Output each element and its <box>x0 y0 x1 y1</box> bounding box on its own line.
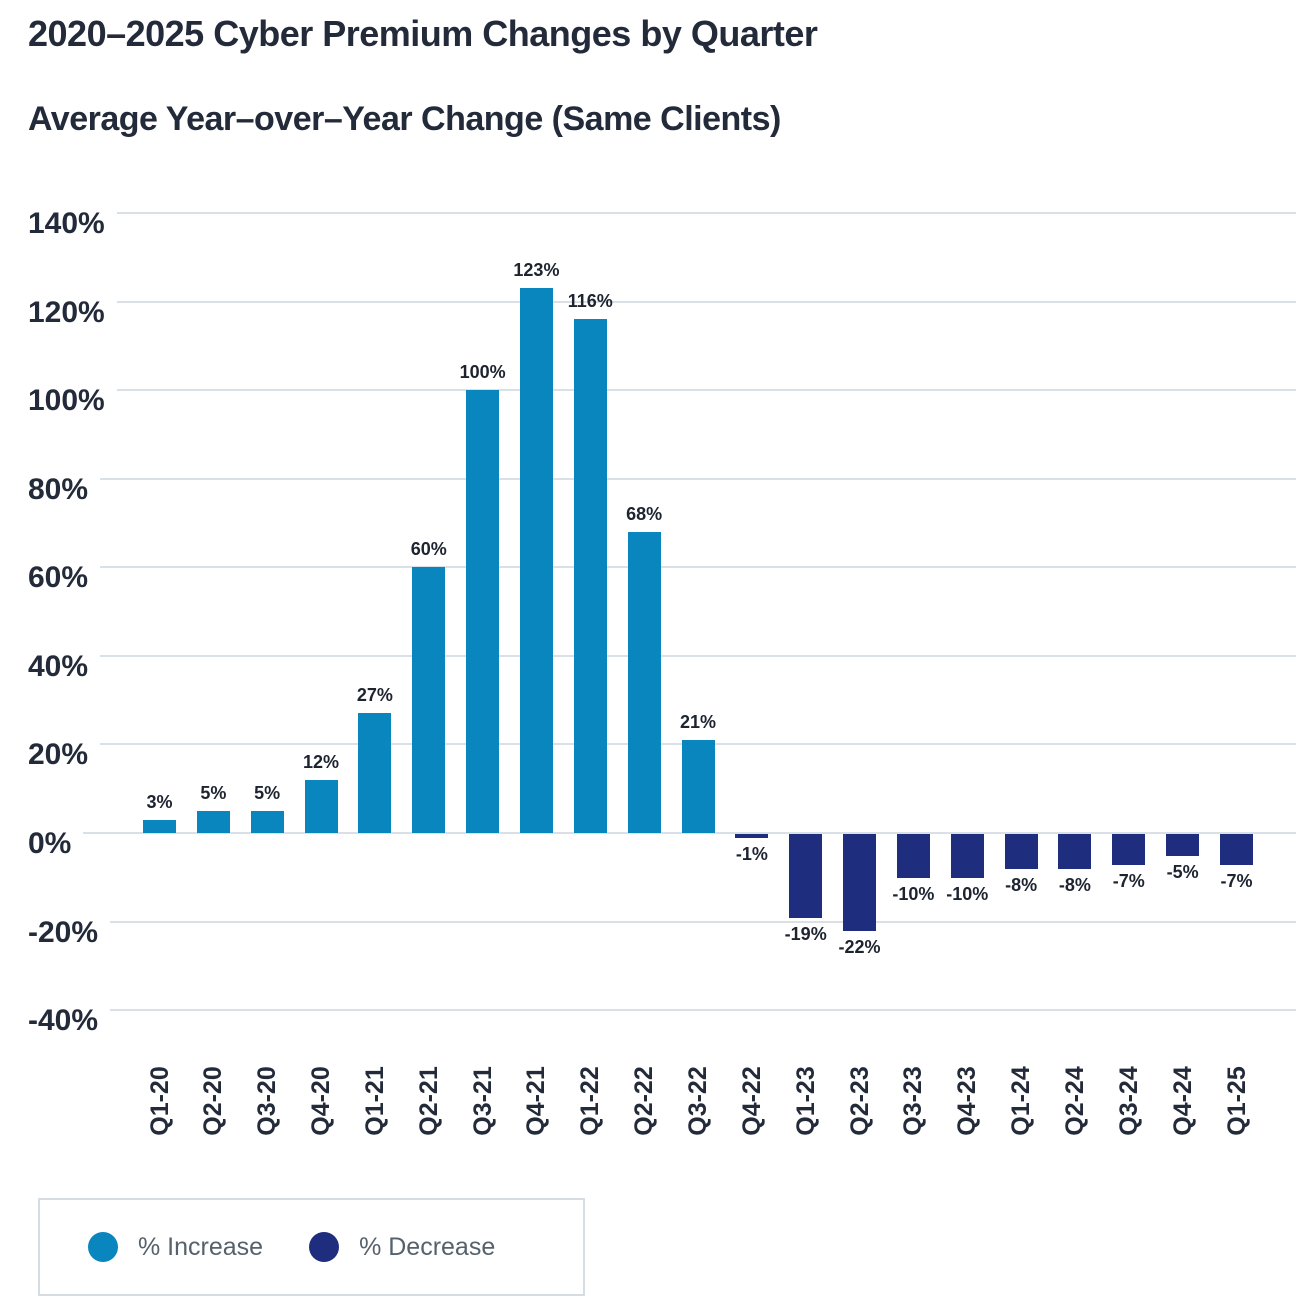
x-axis-label: Q1-21 <box>360 1066 389 1136</box>
x-axis-label: Q3-22 <box>684 1066 712 1136</box>
x-axis-label: Q3-21 <box>468 1066 497 1136</box>
bar-Q4-23 <box>950 834 984 879</box>
x-axis-label: Q1-22 <box>576 1066 605 1136</box>
y-axis-tick-label: 120% <box>28 295 105 329</box>
gridline <box>100 477 1296 480</box>
x-axis-label: Q1-20 <box>145 1066 174 1136</box>
bar-Q2-21 <box>412 567 446 833</box>
x-axis-label: Q4-22 <box>737 1066 766 1136</box>
y-axis-tick-label: -40% <box>28 1004 99 1038</box>
bar-Q1-25 <box>1220 834 1253 865</box>
x-axis-label: Q2-20 <box>199 1066 228 1136</box>
legend-increase-label: % Increase <box>138 1232 264 1261</box>
legend-item-increase: % Increase <box>88 1232 263 1262</box>
bar-value-label: 5% <box>200 782 227 803</box>
gridline <box>100 566 1296 569</box>
x-axis-label: Q1-23 <box>791 1066 820 1136</box>
bar-value-label: 27% <box>356 685 393 706</box>
x-axis-label: Q4-21 <box>522 1066 551 1136</box>
gridline <box>116 389 1296 392</box>
page-title: 2020–2025 Cyber Premium Changes by Quart… <box>28 13 818 54</box>
bar-Q1-24 <box>1004 834 1038 870</box>
bar-value-label: -10% <box>946 884 989 905</box>
gridline <box>100 654 1296 657</box>
bar-value-label: -10% <box>892 884 935 905</box>
x-axis-label: Q4-20 <box>307 1066 336 1136</box>
bar-value-label: -7% <box>1220 870 1253 891</box>
bar-value-label: -5% <box>1166 862 1199 883</box>
gridline <box>110 1009 1296 1012</box>
gridline <box>116 212 1296 215</box>
gridline <box>110 920 1296 923</box>
x-axis-label: Q2-22 <box>630 1066 659 1136</box>
x-axis-label: Q4-23 <box>953 1066 982 1136</box>
x-axis-label: Q3-24 <box>1114 1066 1143 1136</box>
y-axis-tick-label: -20% <box>28 915 99 949</box>
bar-Q3-22 <box>681 740 715 833</box>
gridline <box>83 832 1296 834</box>
x-axis-label: Q2-21 <box>414 1066 443 1136</box>
bar-value-label: -8% <box>1005 875 1038 896</box>
bar-value-label: -22% <box>838 937 881 958</box>
bar-value-label: 21% <box>679 712 717 733</box>
bar-Q3-24 <box>1112 834 1146 865</box>
x-axis-label: Q4-24 <box>1168 1066 1197 1136</box>
y-axis-tick-label: 40% <box>28 649 89 683</box>
y-axis-tick-label: 60% <box>28 561 89 595</box>
bar-value-label: 116% <box>567 291 613 312</box>
x-axis-label: Q1-25 <box>1222 1066 1251 1136</box>
bar-value-label: 3% <box>146 791 173 812</box>
x-axis-label: Q3-20 <box>253 1066 282 1136</box>
bar-value-label: 12% <box>303 751 340 772</box>
bar-value-label: 100% <box>459 362 506 383</box>
y-axis-tick-label: 80% <box>28 472 89 506</box>
bar-Q4-20 <box>304 779 338 833</box>
bar-value-label: 123% <box>513 260 560 281</box>
x-axis-label: Q2-23 <box>845 1066 874 1136</box>
x-axis-label: Q3-23 <box>899 1066 928 1136</box>
bar-Q1-21 <box>358 713 392 833</box>
y-axis-tick-label: 0% <box>28 827 72 860</box>
decrease-legend-dot-icon <box>309 1232 340 1262</box>
bar-Q3-20 <box>250 810 284 833</box>
bar-Q2-24 <box>1058 834 1092 870</box>
x-axis-label: Q2-24 <box>1060 1066 1089 1136</box>
legend-decrease-label: % Decrease <box>359 1232 496 1261</box>
gridline <box>116 300 1296 303</box>
bar-value-label: 60% <box>410 539 447 560</box>
bar-Q3-23 <box>896 834 930 879</box>
bar-Q4-24 <box>1166 834 1200 857</box>
increase-legend-dot-icon <box>88 1232 118 1262</box>
legend: % Increase % Decrease <box>38 1198 585 1296</box>
bar-value-label: -7% <box>1112 870 1145 891</box>
bar-Q2-23 <box>843 834 877 932</box>
y-axis-tick-label: 100% <box>28 384 105 418</box>
bar-Q4-22 <box>735 834 769 839</box>
bar-value-label: -1% <box>735 844 768 865</box>
bar-value-label: 68% <box>626 503 663 524</box>
bar-Q2-22 <box>627 531 661 833</box>
legend-item-decrease: % Decrease <box>309 1232 495 1262</box>
bar-Q1-20 <box>143 819 176 833</box>
bar-Q1-22 <box>573 319 607 833</box>
bar-Q1-23 <box>789 834 823 919</box>
page-subtitle: Average Year–over–Year Change (Same Clie… <box>28 100 781 138</box>
y-axis-tick-label: 140% <box>28 207 105 241</box>
bar-value-label: 5% <box>254 782 281 803</box>
bar-Q3-21 <box>466 390 500 833</box>
bar-Q2-20 <box>196 810 230 833</box>
y-axis-tick-label: 20% <box>28 738 89 772</box>
bar-value-label: -19% <box>784 924 827 945</box>
x-axis-label: Q1-24 <box>1007 1066 1036 1136</box>
bar-value-label: -8% <box>1058 875 1091 896</box>
bar-Q4-21 <box>519 288 553 833</box>
